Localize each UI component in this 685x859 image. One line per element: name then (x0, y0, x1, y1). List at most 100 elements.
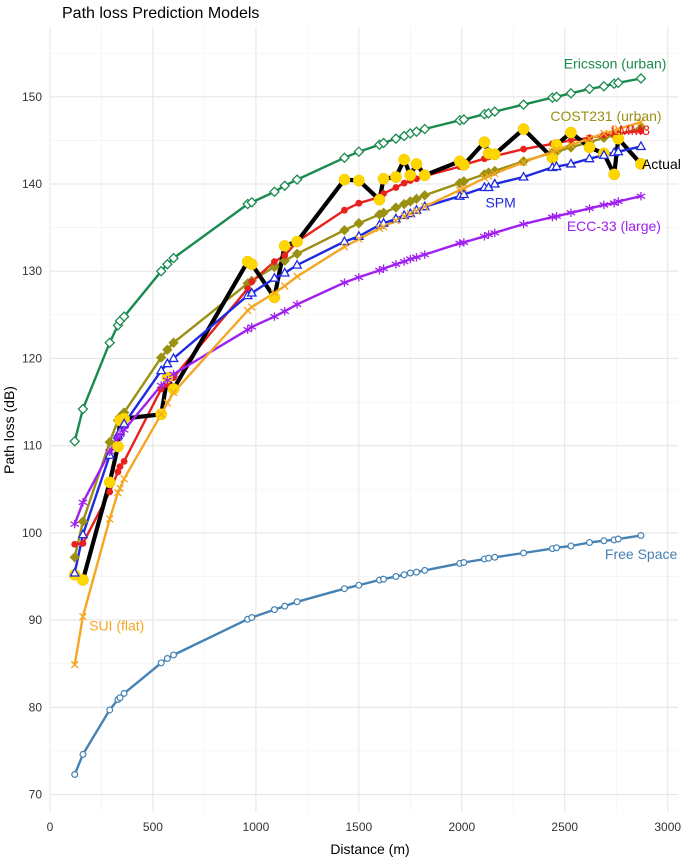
point-free-space (71, 770, 79, 778)
x-axis-title: Distance (m) (330, 841, 409, 857)
point-ericsson-urban (118, 311, 130, 322)
point-ecc-33-large (490, 228, 500, 238)
point-ecc-33-large (405, 254, 415, 264)
point-sui-flat (163, 399, 172, 407)
series-label-lmm3: LMM3 (611, 122, 650, 138)
point-spm (518, 171, 529, 181)
point-spm (489, 178, 501, 188)
point-sui-flat (599, 129, 608, 138)
point-spm (598, 149, 610, 159)
point-lmm3 (520, 145, 527, 153)
point-lmm3 (244, 285, 252, 293)
point-sui-flat (519, 158, 528, 167)
point-spm (162, 357, 173, 368)
point-lmm3 (392, 184, 400, 191)
point-ecc-33-large (156, 381, 166, 390)
point-sui-flat (114, 488, 122, 497)
point-free-space (163, 654, 171, 662)
chart-title: Path loss Prediction Models (62, 5, 259, 22)
point-ecc-33-large (459, 238, 469, 247)
point-ecc-33-large (78, 498, 88, 507)
point-sui-flat (420, 202, 429, 211)
point-spm (551, 160, 562, 171)
point-sui-flat (293, 272, 301, 281)
point-cost231-urban (104, 436, 115, 448)
point-actual (478, 136, 491, 148)
point-lmm3 (341, 206, 348, 214)
point-actual (418, 169, 431, 182)
point-ecc-33-large (636, 192, 646, 201)
point-ecc-33-large (70, 519, 80, 529)
x-tick-label: 500 (143, 820, 163, 834)
point-free-space (637, 532, 645, 540)
point-cost231-urban (69, 552, 80, 563)
series-markers (68, 73, 647, 778)
point-spm (339, 235, 350, 246)
point-ericsson-urban (635, 73, 647, 84)
point-free-space (157, 659, 165, 667)
series-label-ecc-33-large: ECC-33 (large) (567, 218, 661, 234)
x-tick-label: 0 (47, 820, 54, 834)
y-axis-title: Path loss (dB) (1, 386, 17, 474)
point-cost231-urban (162, 344, 173, 355)
point-free-space (421, 566, 429, 574)
point-ecc-33-large (292, 300, 302, 309)
point-cost231-urban (419, 190, 430, 201)
point-cost231-urban (168, 337, 179, 348)
point-free-space (600, 537, 608, 545)
point-spm (635, 140, 647, 151)
series-label-free-space: Free Space (605, 546, 678, 562)
series-line-lmm3 (73, 129, 643, 546)
point-sui-flat (157, 410, 166, 419)
point-free-space (585, 538, 593, 546)
point-free-space (170, 651, 178, 659)
point-sui-flat (459, 184, 468, 193)
point-ecc-33-large (519, 219, 529, 229)
point-ericsson-urban (77, 403, 89, 415)
point-sui-flat (490, 169, 499, 178)
point-actual (390, 171, 402, 183)
point-lmm3 (400, 179, 408, 187)
point-spm (69, 567, 81, 577)
point-sui-flat (116, 484, 124, 493)
point-free-space (567, 542, 575, 550)
point-sui-flat (614, 125, 623, 133)
point-ecc-33-large (119, 425, 129, 435)
point-lmm3 (114, 468, 122, 476)
point-ecc-33-large (599, 200, 609, 210)
point-ericsson-urban (518, 99, 529, 111)
point-spm (246, 287, 258, 297)
point-ecc-33-large (280, 307, 290, 316)
point-free-space (413, 568, 421, 576)
point-ericsson-urban (458, 114, 470, 125)
point-actual (488, 148, 501, 161)
point-ericsson-urban (584, 83, 595, 95)
point-actual (583, 141, 596, 154)
point-spm (279, 267, 291, 277)
point-ericsson-urban (612, 77, 624, 89)
point-lmm3 (120, 457, 128, 465)
point-sui-flat (340, 242, 349, 251)
point-ericsson-urban (168, 252, 179, 264)
point-lmm3 (106, 488, 114, 496)
point-ecc-33-large (391, 260, 401, 269)
point-free-space (355, 581, 363, 589)
y-tick-label: 140 (22, 177, 42, 191)
point-free-space (281, 602, 289, 610)
point-free-space (614, 535, 622, 543)
point-sui-flat (375, 224, 384, 233)
point-spm (168, 352, 179, 363)
point-ecc-33-large (105, 447, 115, 456)
point-ecc-33-large (354, 273, 364, 282)
point-lmm3 (271, 258, 278, 266)
point-ecc-33-large (269, 312, 279, 321)
point-ecc-33-large (411, 253, 422, 262)
point-actual (565, 126, 577, 139)
point-ecc-33-large (247, 322, 257, 332)
point-sui-flat (637, 118, 645, 126)
point-spm (565, 158, 577, 168)
point-free-space (460, 559, 468, 567)
point-free-space (120, 689, 128, 697)
point-ecc-33-large (169, 369, 179, 379)
